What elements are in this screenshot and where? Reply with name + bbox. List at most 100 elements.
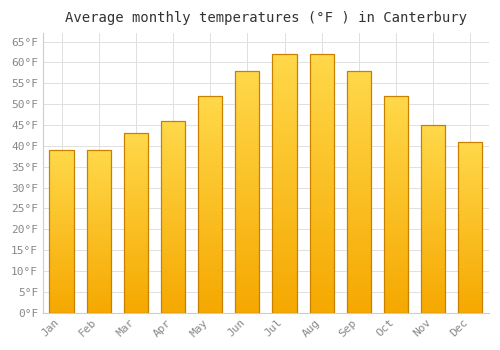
Bar <box>161 257 185 259</box>
Bar <box>50 204 74 205</box>
Bar <box>86 192 111 194</box>
Bar <box>198 269 222 272</box>
Bar <box>458 239 482 241</box>
Bar <box>458 195 482 196</box>
Bar <box>384 276 408 278</box>
Bar <box>124 164 148 166</box>
Bar <box>458 234 482 236</box>
Bar <box>124 193 148 194</box>
Bar <box>347 97 371 100</box>
Bar <box>347 107 371 110</box>
Bar <box>86 164 111 166</box>
Bar <box>384 159 408 161</box>
Bar <box>421 125 445 127</box>
Bar <box>50 301 74 303</box>
Bar <box>310 258 334 261</box>
Bar <box>50 196 74 197</box>
Bar <box>50 173 74 174</box>
Bar <box>161 173 185 175</box>
Bar <box>236 114 260 117</box>
Bar <box>384 282 408 285</box>
Bar <box>272 152 296 155</box>
Bar <box>272 253 296 256</box>
Bar <box>124 160 148 162</box>
Bar <box>236 192 260 194</box>
Bar <box>310 206 334 209</box>
Bar <box>86 210 111 212</box>
Bar <box>347 163 371 165</box>
Bar <box>198 146 222 148</box>
Bar <box>347 158 371 160</box>
Bar <box>198 178 222 180</box>
Bar <box>347 189 371 192</box>
Bar <box>458 273 482 275</box>
Bar <box>86 277 111 279</box>
Bar <box>384 146 408 148</box>
Bar <box>458 162 482 164</box>
Bar <box>50 309 74 311</box>
Bar <box>421 311 445 313</box>
Bar <box>347 192 371 194</box>
Bar <box>421 270 445 271</box>
Bar <box>86 168 111 169</box>
Bar <box>272 230 296 232</box>
Bar <box>384 217 408 219</box>
Bar <box>458 292 482 294</box>
Bar <box>86 150 111 152</box>
Bar <box>272 54 296 313</box>
Bar <box>198 172 222 174</box>
Bar <box>86 261 111 262</box>
Bar <box>86 247 111 249</box>
Bar <box>310 106 334 108</box>
Bar <box>272 90 296 93</box>
Bar <box>347 243 371 245</box>
Bar <box>50 285 74 287</box>
Bar <box>310 176 334 178</box>
Bar <box>161 161 185 163</box>
Bar <box>198 96 222 313</box>
Bar <box>86 220 111 222</box>
Bar <box>50 214 74 215</box>
Bar <box>236 199 260 201</box>
Bar <box>86 171 111 173</box>
Bar <box>50 207 74 209</box>
Bar <box>272 176 296 178</box>
Bar <box>384 126 408 128</box>
Bar <box>86 150 111 313</box>
Bar <box>124 255 148 257</box>
Bar <box>50 247 74 249</box>
Bar <box>198 165 222 167</box>
Bar <box>421 153 445 155</box>
Bar <box>458 203 482 205</box>
Bar <box>347 76 371 78</box>
Bar <box>161 265 185 267</box>
Bar <box>421 177 445 180</box>
Bar <box>124 149 148 151</box>
Bar <box>384 141 408 144</box>
Bar <box>161 259 185 261</box>
Bar <box>421 266 445 268</box>
Bar <box>50 308 74 309</box>
Bar <box>421 232 445 234</box>
Bar <box>384 250 408 252</box>
Bar <box>161 215 185 217</box>
Bar <box>458 167 482 169</box>
Bar <box>50 249 74 251</box>
Bar <box>86 274 111 275</box>
Bar <box>272 194 296 196</box>
Bar <box>347 124 371 126</box>
Bar <box>347 114 371 117</box>
Bar <box>458 295 482 297</box>
Bar <box>272 274 296 276</box>
Bar <box>124 234 148 236</box>
Bar <box>347 155 371 158</box>
Bar <box>272 183 296 186</box>
Bar <box>347 286 371 288</box>
Bar <box>458 212 482 214</box>
Bar <box>458 188 482 190</box>
Bar <box>310 160 334 163</box>
Bar <box>161 297 185 299</box>
Bar <box>310 238 334 240</box>
Bar <box>198 122 222 124</box>
Bar <box>272 54 296 57</box>
